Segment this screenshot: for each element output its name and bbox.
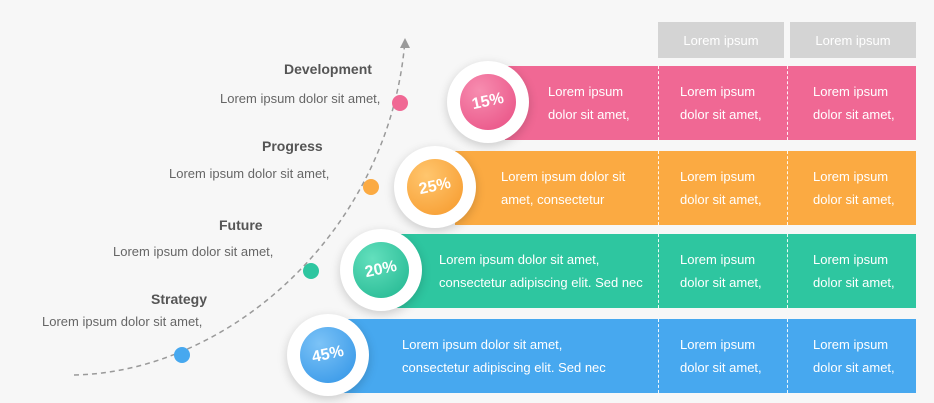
row-bar-development: Lorem ipsum dolor sit amet, [505, 66, 916, 140]
row-cells-development: Lorem ipsum dolor sit amet, Lorem ipsum do… [505, 66, 916, 140]
row-cells-progress: Lorem ipsum dolor sit amet, Lorem ipsum do… [505, 151, 916, 225]
stage-title-progress: Progress [262, 138, 323, 154]
stage-text-future: Lorem ipsum dolor sit amet, [113, 244, 274, 259]
percent-badge-progress: 25% [394, 146, 476, 228]
row-description: Lorem ipsum dolor sit amet, consectetur a… [439, 252, 643, 290]
row-bar-progress: Lorem ipsum dolor sit amet, consectetur [455, 151, 916, 225]
cell-progress-2: Lorem ipsum dolor sit amet, [813, 169, 895, 207]
cell-strategy-1: Lorem ipsum dolor sit amet, [680, 337, 762, 375]
divider [658, 66, 659, 140]
percent-badge-development: 15% [447, 61, 529, 143]
cell-future-1: Lorem ipsum dolor sit amet, [680, 252, 762, 290]
stage-title-development: Development [284, 61, 372, 77]
stage-title-strategy: Strategy [151, 291, 208, 307]
cell-strategy-2: Lorem ipsum dolor sit amet, [813, 337, 895, 375]
row-bar-strategy: Lorem ipsum dolor sit amet, consectetur a… [335, 319, 916, 393]
divider [787, 234, 788, 308]
row-cells-strategy: Lorem ipsum dolor sit amet, Lorem ipsum do… [505, 319, 916, 393]
milestone-dot-development [392, 95, 408, 111]
divider [658, 234, 659, 308]
cell-progress-1: Lorem ipsum dolor sit amet, [680, 169, 762, 207]
divider [787, 319, 788, 393]
cell-future-2: Lorem ipsum dolor sit amet, [813, 252, 895, 290]
stage-title-future: Future [219, 217, 263, 233]
cell-development-1: Lorem ipsum dolor sit amet, [680, 84, 762, 122]
divider [658, 319, 659, 393]
column-header-1: Lorem ipsum [658, 22, 784, 58]
row-bar-future: Lorem ipsum dolor sit amet, consectetur a… [390, 234, 916, 308]
stage-text-strategy: Lorem ipsum dolor sit amet, [42, 314, 203, 329]
milestone-dot-future [303, 263, 319, 279]
stage-text-development: Lorem ipsum dolor sit amet, [220, 91, 381, 106]
row-description: Lorem ipsum dolor sit amet, consectetur a… [402, 337, 606, 375]
percent-badge-future: 20% [340, 229, 422, 311]
milestone-dot-strategy [174, 347, 190, 363]
percent-badge-strategy: 45% [287, 314, 369, 396]
row-description: Lorem ipsum dolor sit amet, consectetur [501, 169, 626, 207]
divider [787, 66, 788, 140]
divider [658, 151, 659, 225]
divider [787, 151, 788, 225]
arrowhead-icon [400, 38, 410, 48]
milestone-dot-progress [363, 179, 379, 195]
stage-text-progress: Lorem ipsum dolor sit amet, [169, 166, 330, 181]
column-header-2: Lorem ipsum [790, 22, 916, 58]
row-description: Lorem ipsum dolor sit amet, [548, 84, 630, 122]
row-cells-future: Lorem ipsum dolor sit amet, Lorem ipsum do… [505, 234, 916, 308]
cell-development-2: Lorem ipsum dolor sit amet, [813, 84, 895, 122]
